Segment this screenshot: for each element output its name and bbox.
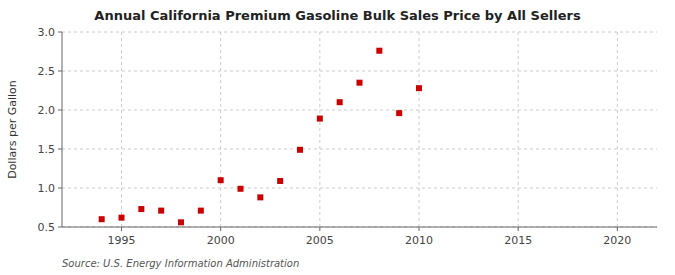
grid-line-x — [518, 32, 519, 227]
y-tick — [58, 32, 62, 33]
x-axis-line — [62, 227, 657, 228]
point — [99, 216, 105, 222]
grid-line-y — [62, 32, 657, 33]
x-tick-label: 2010 — [405, 234, 433, 247]
y-tick — [58, 110, 62, 111]
x-tick-label: 2000 — [207, 234, 235, 247]
x-tick-label: 2005 — [306, 234, 334, 247]
x-tick-label: 2020 — [603, 234, 631, 247]
point — [297, 147, 303, 153]
chart: Annual California Premium Gasoline Bulk … — [0, 0, 675, 275]
x-tick-label: 1995 — [108, 234, 136, 247]
y-tick-label: 3.0 — [38, 26, 56, 39]
y-tick-label: 2.0 — [38, 104, 56, 117]
point — [178, 219, 184, 225]
point — [238, 186, 244, 192]
grid-line-y — [62, 227, 657, 228]
point — [396, 110, 402, 116]
point — [317, 116, 323, 122]
y-tick-label: 1.0 — [38, 182, 56, 195]
y-axis-label: Dollars per Gallon — [6, 80, 19, 179]
x-tick — [319, 227, 320, 231]
x-tick — [518, 227, 519, 231]
points — [99, 48, 422, 226]
point — [277, 178, 283, 184]
grid-line-y — [62, 110, 657, 111]
point — [337, 99, 343, 105]
point — [138, 206, 144, 212]
grid-line-x — [419, 32, 420, 227]
title: Annual California Premium Gasoline Bulk … — [94, 8, 581, 23]
grid — [62, 32, 657, 227]
point — [416, 85, 422, 91]
point — [158, 208, 164, 214]
x-tick — [220, 227, 221, 231]
axes: 0.5 1.0 1.5 2.0 2.5 3.0 1995 2000 2005 2010 2015 20… — [38, 26, 658, 247]
x-tick — [419, 227, 420, 231]
y-tick-label: 1.5 — [38, 143, 56, 156]
source-annotation: Source: U.S. Energy Information Administ… — [62, 258, 299, 269]
grid-line-x — [220, 32, 221, 227]
point — [257, 194, 263, 200]
y-tick — [58, 227, 62, 228]
grid-line-x — [319, 32, 320, 227]
x-tick — [121, 227, 122, 231]
point — [357, 80, 363, 86]
grid-line-y — [62, 71, 657, 72]
point — [198, 208, 204, 214]
x-tick — [617, 227, 618, 231]
y-tick-label: 2.5 — [38, 65, 56, 78]
point — [119, 215, 125, 221]
grid-line-y — [62, 149, 657, 150]
y-tick-label: 0.5 — [38, 221, 56, 234]
grid-line-x — [121, 32, 122, 227]
y-axis-line — [62, 32, 63, 227]
y-tick — [58, 188, 62, 189]
y-tick — [58, 149, 62, 150]
grid-line-x — [617, 32, 618, 227]
point — [218, 177, 224, 183]
x-tick-label: 2015 — [504, 234, 532, 247]
y-tick — [58, 71, 62, 72]
point — [376, 48, 382, 54]
grid-line-y — [62, 188, 657, 189]
